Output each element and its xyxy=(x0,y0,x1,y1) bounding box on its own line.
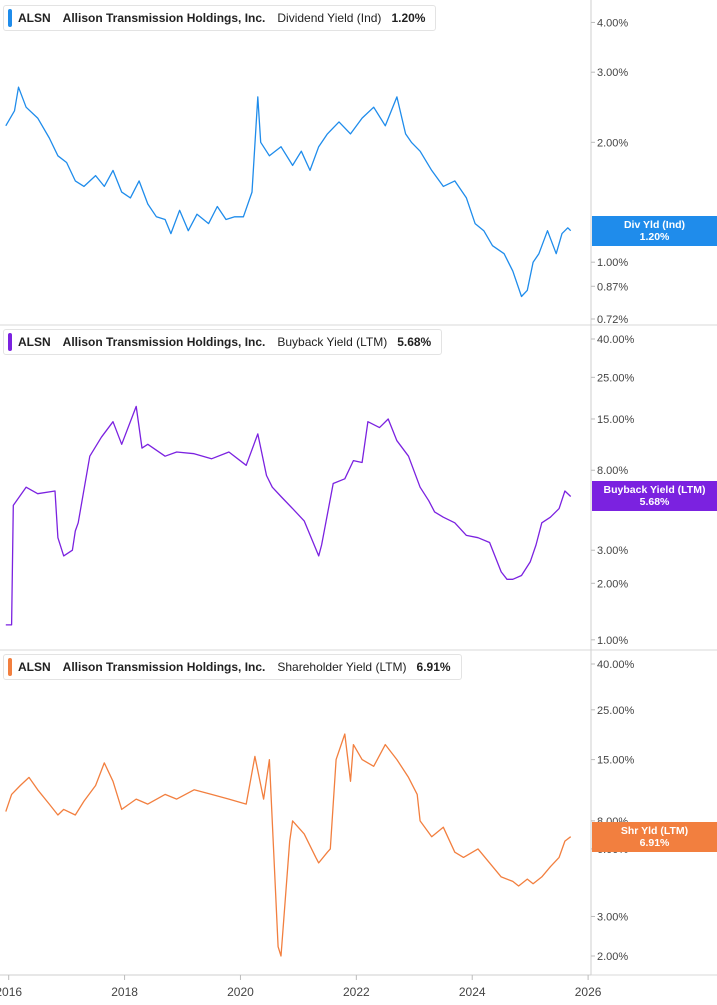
current-value-tag-buyback: Buyback Yield (LTM) 5.68% xyxy=(592,481,717,512)
x-tick-label: 2020 xyxy=(227,985,254,999)
legend-value: 1.20% xyxy=(391,11,426,25)
legend-shareholder: ALSN Allison Transmission Holdings, Inc.… xyxy=(3,654,462,680)
y-tick-label: 3.00% xyxy=(597,545,628,557)
x-tick-label: 2022 xyxy=(343,985,370,999)
y-tick-label: 1.00% xyxy=(597,635,628,647)
y-tick-label: 3.00% xyxy=(597,911,628,923)
current-value-tag-shareholder: Shr Yld (LTM) 6.91% xyxy=(592,821,717,852)
y-tick-label: 2.00% xyxy=(597,951,628,963)
y-tick-label: 3.00% xyxy=(597,67,628,79)
y-tick-label: 40.00% xyxy=(597,659,635,671)
y-tick-label: 25.00% xyxy=(597,372,635,384)
y-tick-label: 8.00% xyxy=(597,465,628,477)
x-tick-label: 2016 xyxy=(0,985,22,999)
y-tick-label: 40.00% xyxy=(597,334,635,346)
x-tick-label: 2026 xyxy=(575,985,602,999)
series-line xyxy=(5,733,572,957)
y-tick-label: 15.00% xyxy=(597,755,635,767)
legend-metric: Dividend Yield (Ind) xyxy=(277,11,382,25)
panel-0: 4.00% 3.00% 2.00% 1.00% 0.87% 0.72% xyxy=(0,0,717,326)
legend-dividend: ALSN Allison Transmission Holdings, Inc.… xyxy=(3,5,437,31)
legend-swatch xyxy=(8,9,12,27)
x-tick-label: 2018 xyxy=(111,985,138,999)
tag-value: 1.20% xyxy=(639,230,670,243)
legend-ticker: ALSN xyxy=(18,660,51,674)
legend-ticker: ALSN xyxy=(18,335,51,349)
tag-label: Shr Yld (LTM) xyxy=(620,824,689,837)
y-tick-label: 15.00% xyxy=(597,414,635,426)
y-tick-label: 0.72% xyxy=(597,314,628,326)
legend-metric: Buyback Yield (LTM) xyxy=(277,335,388,349)
tag-value: 6.91% xyxy=(639,836,670,849)
x-axis: 2016 2018 2020 2022 2024 2026 xyxy=(0,974,602,999)
y-tick-label: 2.00% xyxy=(597,137,628,149)
series-line xyxy=(5,86,572,298)
legend-company: Allison Transmission Holdings, Inc. xyxy=(62,11,266,25)
y-tick-label: 2.00% xyxy=(597,578,628,590)
legend-company: Allison Transmission Holdings, Inc. xyxy=(62,335,266,349)
legend-buyback: ALSN Allison Transmission Holdings, Inc.… xyxy=(3,329,443,355)
y-tick-label: 1.00% xyxy=(597,257,628,269)
legend-value: 5.68% xyxy=(397,335,432,349)
legend-swatch xyxy=(8,333,12,351)
legend-value: 6.91% xyxy=(416,660,451,674)
series-line xyxy=(5,405,572,626)
tag-label: Buyback Yield (LTM) xyxy=(603,484,706,497)
current-value-tag-dividend: Div Yld (Ind) 1.20% xyxy=(592,215,717,246)
tag-label: Div Yld (Ind) xyxy=(623,218,686,231)
y-tick-label: 0.87% xyxy=(597,281,628,293)
panel-2: 40.00%25.00%15.00%8.00%6.00%3.00%2.00% xyxy=(0,650,717,976)
tag-value: 5.68% xyxy=(639,496,670,509)
legend-swatch xyxy=(8,658,12,676)
legend-metric: Shareholder Yield (LTM) xyxy=(277,660,407,674)
legend-company: Allison Transmission Holdings, Inc. xyxy=(62,660,266,674)
legend-ticker: ALSN xyxy=(18,11,51,25)
y-tick-label: 25.00% xyxy=(597,705,635,717)
x-tick-label: 2024 xyxy=(459,985,486,999)
y-tick-label: 4.00% xyxy=(597,17,628,29)
panel-1: 40.00% 25.00% 15.00% 8.00% 3.00% 2.00% 1.00% xyxy=(0,325,717,651)
